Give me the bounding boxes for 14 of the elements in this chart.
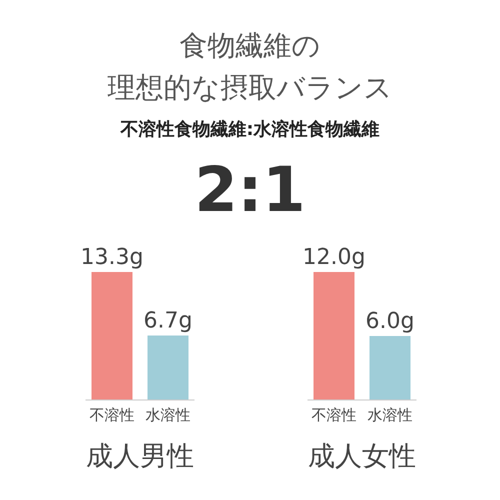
text: 理想的な摂取バランス [108, 71, 392, 104]
x-axis-title: 成人女性 [308, 441, 416, 472]
text: 2:1 [194, 153, 306, 226]
text: 食物繊維の [180, 29, 320, 62]
x-tick-label: 水溶性 [146, 406, 190, 424]
text: 不溶性食物繊維:水溶性食物繊維 [119, 119, 380, 140]
data-label: 6.7g [144, 308, 192, 334]
x-tick-label: 不溶性 [312, 406, 356, 424]
x-tick-label: 水溶性 [368, 406, 412, 424]
data-label: 13.3g [80, 245, 144, 270]
data-label: 6.0g [366, 309, 414, 334]
x-axis-title: 成人男性 [86, 441, 194, 472]
data-label: 12.0g [302, 245, 366, 270]
x-tick-label: 不溶性 [90, 406, 134, 424]
